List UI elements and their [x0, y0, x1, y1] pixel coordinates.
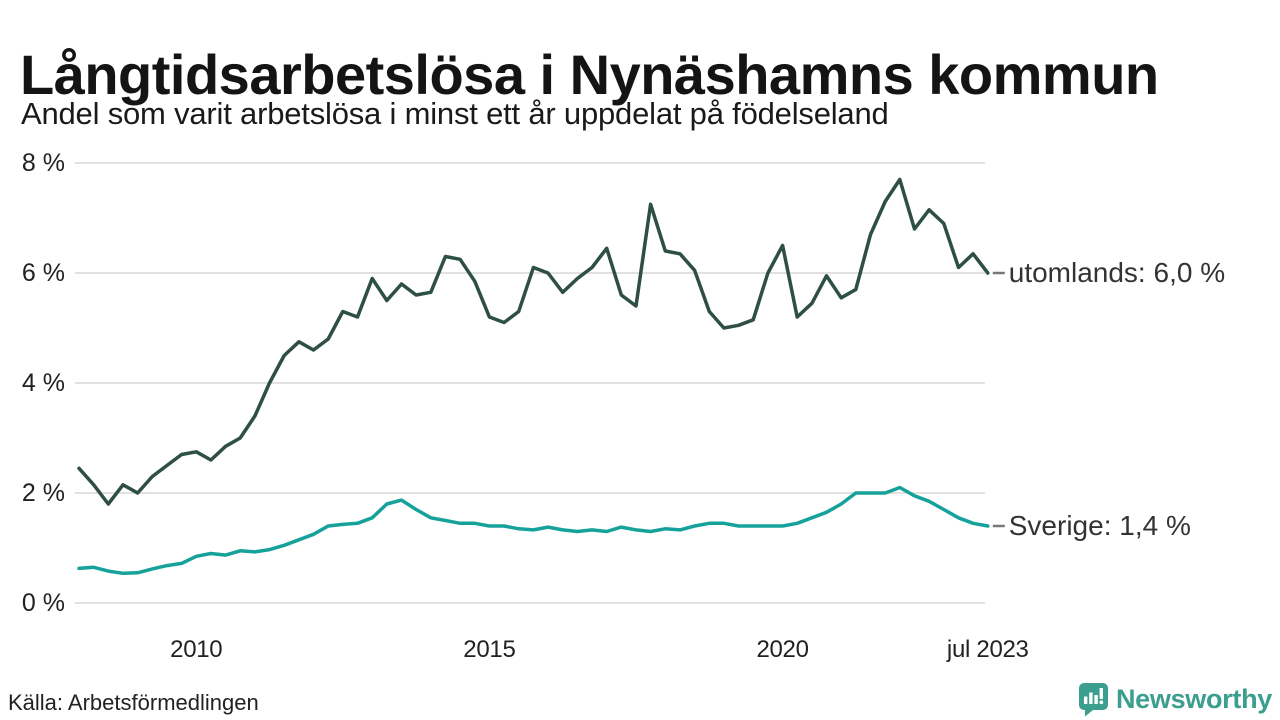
y-axis-tick-label: 4 %: [21, 369, 65, 397]
y-axis-tick-label: 0 %: [21, 589, 65, 617]
newsworthy-wordmark: Newsworthy: [1115, 684, 1272, 714]
series-end-label-sverige: Sverige: 1,4 %: [1008, 510, 1191, 541]
bar-chart-bubble-icon: [1078, 683, 1108, 717]
series-line-sverige: [77, 485, 990, 576]
series-line-utomlands: [77, 177, 990, 506]
x-axis-tick-label: 2020: [756, 636, 809, 663]
page-title: Långtidsarbetslösa i Nynäshamns kommun: [20, 42, 1159, 106]
series-end-label-utomlands: utomlands: 6,0 %: [1008, 257, 1226, 288]
y-axis-tick-label: 2 %: [21, 479, 65, 507]
x-axis-tick-label: 2015: [463, 636, 516, 663]
source-note: Källa: Arbetsförmedlingen: [8, 690, 259, 715]
newsworthy-logo: Newsworthy: [1076, 681, 1272, 717]
y-axis-tick-label: 8 %: [21, 149, 65, 177]
x-axis-tick-label: 2010: [170, 636, 223, 663]
page-subtitle: Andel som varit arbetslösa i minst ett å…: [21, 96, 889, 131]
x-axis-tick-label: jul 2023: [946, 636, 1029, 663]
y-axis-tick-label: 6 %: [21, 259, 65, 287]
